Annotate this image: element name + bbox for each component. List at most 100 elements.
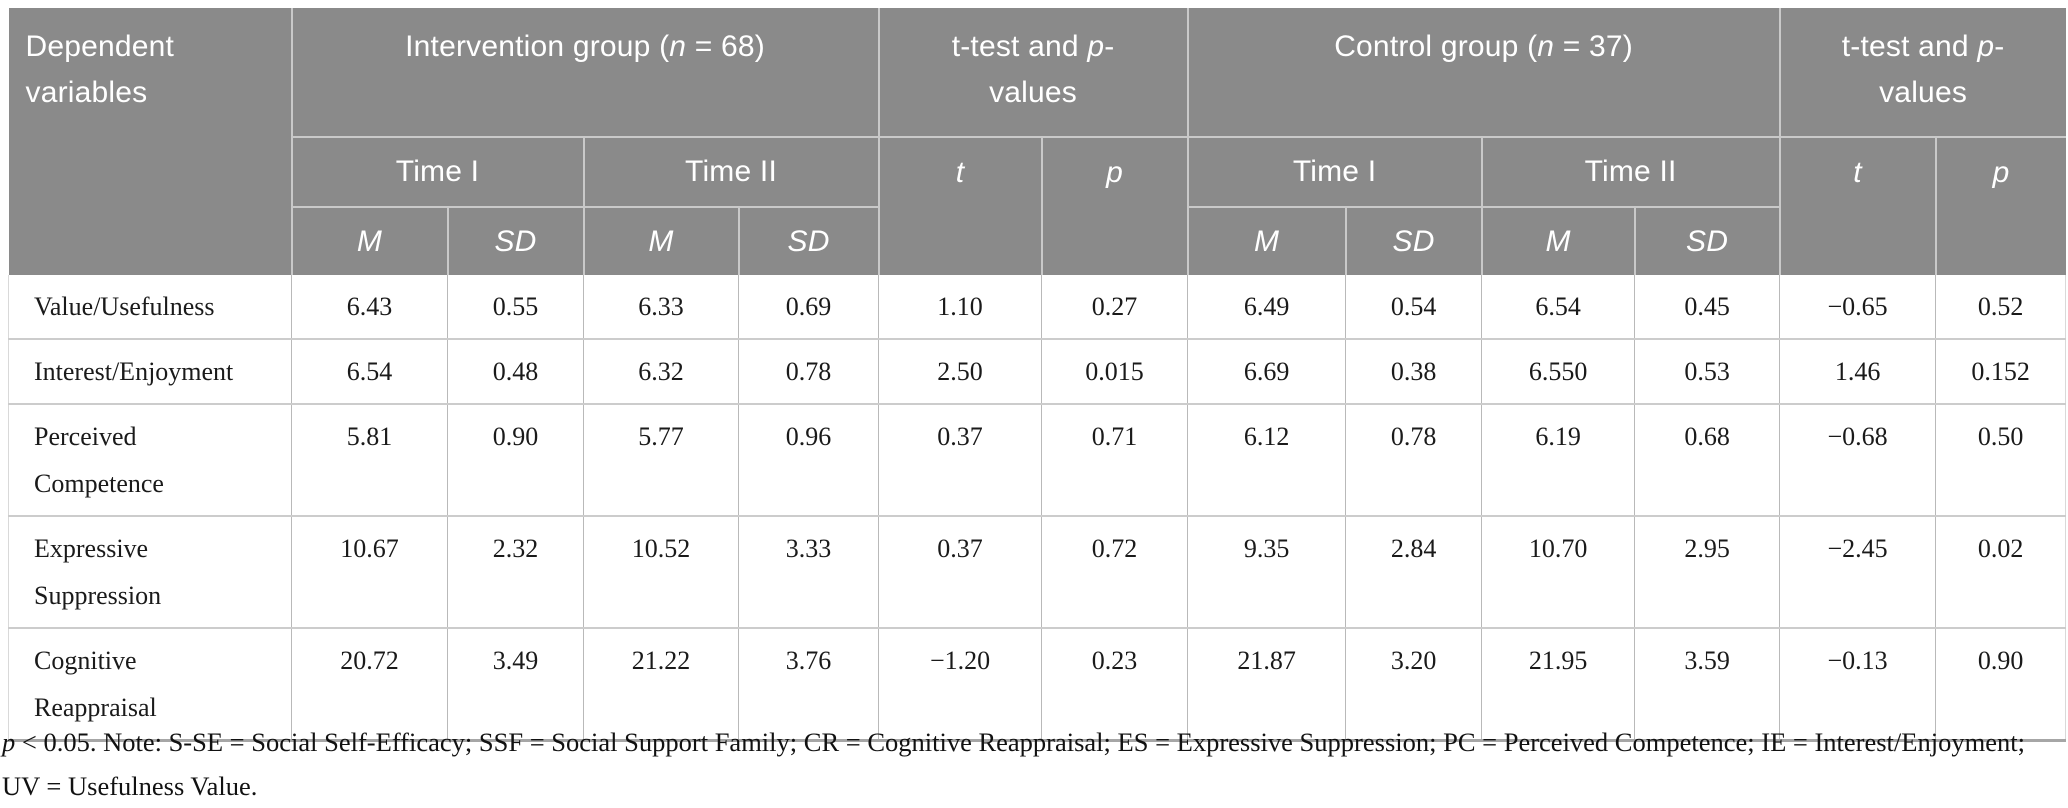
header-text-run: Intervention group (: [405, 30, 670, 63]
table-row: Expressive Suppression 10.67 2.32 10.52 …: [8, 515, 2067, 628]
header-text-run: = 68): [686, 30, 765, 63]
header-t-control: t: [1778, 136, 1937, 275]
data-cell: 0.27: [1041, 275, 1189, 339]
table-row: Interest/Enjoyment 6.54 0.48 6.32 0.78 2…: [8, 338, 2067, 404]
data-cell: 2.32: [447, 515, 584, 628]
data-cell: 21.95: [1481, 627, 1636, 742]
data-cell: 2.84: [1345, 515, 1483, 628]
header-sd-ctrl-t1: SD: [1344, 206, 1483, 275]
data-cell: 0.52: [1935, 275, 2067, 339]
data-cell: 0.53: [1634, 338, 1781, 404]
data-cell: 0.23: [1041, 627, 1189, 742]
data-cell: 0.78: [738, 338, 880, 404]
table-row: Perceived Competence 5.81 0.90 5.77 0.96…: [8, 403, 2067, 516]
header-text-run: Control group (: [1334, 30, 1538, 63]
data-cell: 6.69: [1187, 338, 1347, 404]
row-label: Perceived Competence: [8, 403, 292, 516]
table-body: Value/Usefulness 6.43 0.55 6.33 0.69 1.1…: [8, 275, 2067, 742]
data-cell: 3.49: [447, 627, 584, 742]
header-intervention-time2: Time II: [582, 136, 880, 208]
data-cell: −0.65: [1779, 275, 1937, 339]
results-table: Dependent variables Intervention group (…: [8, 8, 2067, 742]
data-cell: 3.33: [738, 515, 880, 628]
data-cell: 0.69: [738, 275, 880, 339]
data-cell: 0.68: [1634, 403, 1781, 516]
italic-p: p: [2, 727, 16, 757]
header-dependent-variables: Dependent variables: [8, 8, 293, 275]
footnote-line2: UV = Usefulness Value.: [2, 771, 258, 801]
footnote-line1: p < 0.05. Note: S-SE = Social Self-Effic…: [2, 720, 2064, 764]
table-header: Dependent variables Intervention group (…: [8, 8, 2066, 275]
data-cell: 6.54: [291, 338, 448, 404]
data-cell: 3.20: [1345, 627, 1483, 742]
header-intervention-group: Intervention group (n = 68): [290, 8, 880, 138]
italic-n: n: [1537, 30, 1555, 63]
italic-p: p: [1977, 30, 1995, 63]
data-cell: 3.76: [738, 627, 880, 742]
italic-p: p: [1087, 30, 1105, 63]
data-cell: 1.46: [1779, 338, 1937, 404]
data-cell: 6.54: [1481, 275, 1636, 339]
header-text-run: = 37): [1554, 30, 1633, 63]
data-cell: 0.02: [1935, 515, 2067, 628]
header-m-ctrl-t1: M: [1186, 206, 1347, 275]
header-text-run: t-test and: [951, 30, 1088, 63]
data-cell: 1.10: [878, 275, 1043, 339]
table-row: Value/Usefulness 6.43 0.55 6.33 0.69 1.1…: [8, 275, 2067, 339]
header-sd-int-t2: SD: [737, 206, 880, 275]
header-ttest-pvalues-intervention: t-test and p-values: [877, 8, 1189, 138]
header-text-run: t-test and: [1841, 30, 1978, 63]
data-cell: 20.72: [291, 627, 448, 742]
header-control-group: Control group (n = 37): [1186, 8, 1781, 138]
table-row: Cognitive Reappraisal 20.72 3.49 21.22 3…: [8, 627, 2067, 742]
data-cell: 2.95: [1634, 515, 1781, 628]
data-cell: 0.71: [1041, 403, 1189, 516]
data-cell: 0.90: [447, 403, 584, 516]
data-cell: 6.12: [1187, 403, 1347, 516]
data-cell: 9.35: [1187, 515, 1347, 628]
data-cell: 0.54: [1345, 275, 1483, 339]
row-label: Value/Usefulness: [8, 275, 292, 339]
header-intervention-time1: Time I: [290, 136, 585, 208]
data-cell: 0.37: [878, 515, 1043, 628]
header-control-time1: Time I: [1186, 136, 1483, 208]
table-footnote: p < 0.05. Note: S-SE = Social Self-Effic…: [2, 720, 2064, 808]
data-cell: 10.70: [1481, 515, 1636, 628]
header-t-intervention: t: [877, 136, 1043, 275]
header-text-run: -values: [1879, 30, 2005, 109]
footnote-text-run: < 0.05. Note: S-SE = Social Self-Efficac…: [15, 727, 2025, 757]
data-cell: 21.87: [1187, 627, 1347, 742]
data-cell: 6.43: [291, 275, 448, 339]
data-cell: 0.55: [447, 275, 584, 339]
data-cell: 0.45: [1634, 275, 1781, 339]
data-cell: 10.67: [291, 515, 448, 628]
data-cell: −1.20: [878, 627, 1043, 742]
data-cell: 0.152: [1935, 338, 2067, 404]
data-cell: 0.48: [447, 338, 584, 404]
header-ttest-pvalues-control: t-test and p-values: [1778, 8, 2066, 138]
data-cell: 0.72: [1041, 515, 1189, 628]
data-cell: 5.81: [291, 403, 448, 516]
data-cell: 6.19: [1481, 403, 1636, 516]
data-cell: 6.32: [583, 338, 739, 404]
data-cell: 6.33: [583, 275, 739, 339]
data-cell: 0.96: [738, 403, 880, 516]
data-cell: 2.50: [878, 338, 1043, 404]
data-cell: 5.77: [583, 403, 739, 516]
data-cell: 0.50: [1935, 403, 2067, 516]
row-label: Interest/Enjoyment: [8, 338, 292, 404]
data-cell: −2.45: [1779, 515, 1937, 628]
data-cell: −0.68: [1779, 403, 1937, 516]
data-cell: −0.13: [1779, 627, 1937, 742]
data-cell: 3.59: [1634, 627, 1781, 742]
header-p-control: p: [1934, 136, 2066, 275]
row-label: Expressive Suppression: [8, 515, 292, 628]
header-p-intervention: p: [1040, 136, 1189, 275]
data-cell: 21.22: [583, 627, 739, 742]
data-cell: 0.37: [878, 403, 1043, 516]
header-m-int-t2: M: [582, 206, 740, 275]
data-cell: 0.78: [1345, 403, 1483, 516]
data-cell: 0.015: [1041, 338, 1189, 404]
italic-n: n: [669, 30, 687, 63]
data-cell: 0.38: [1345, 338, 1483, 404]
